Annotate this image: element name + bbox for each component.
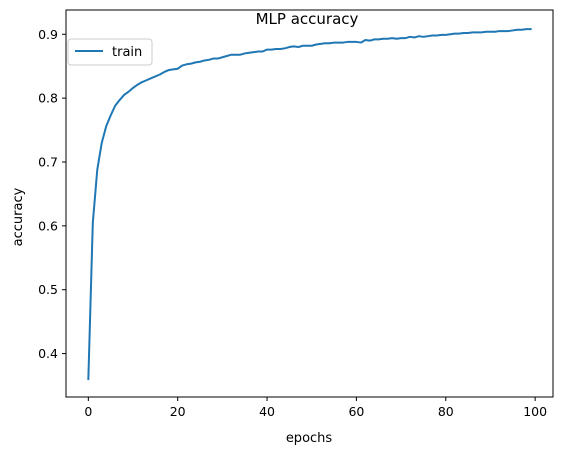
x-tick-label: 0 xyxy=(84,404,92,419)
plot-frame xyxy=(65,9,554,398)
x-tick-label: 20 xyxy=(170,404,186,419)
y-tick-label: 0.4 xyxy=(38,346,58,361)
y-tick-label: 0.8 xyxy=(38,91,58,106)
x-tick-label: 40 xyxy=(259,404,275,419)
x-tick-label: 100 xyxy=(523,404,547,419)
y-tick-label: 0.5 xyxy=(38,282,58,297)
y-tick-label: 0.7 xyxy=(38,154,58,169)
series-line-train xyxy=(87,28,532,381)
y-tick-label: 0.9 xyxy=(38,27,58,42)
chart-title: MLP accuracy xyxy=(256,10,359,28)
y-tick-label: 0.6 xyxy=(38,218,58,233)
x-tick-label: 80 xyxy=(438,404,454,419)
legend-frame xyxy=(67,38,153,66)
legend: train xyxy=(67,38,153,66)
legend-label-train: train xyxy=(112,45,142,60)
x-axis-ticks: 0 20 40 60 80 100 xyxy=(84,397,547,419)
y-axis-ticks: 0.4 0.5 0.6 0.7 0.8 0.9 xyxy=(38,27,66,361)
x-tick-label: 60 xyxy=(348,404,364,419)
plot-layer xyxy=(87,28,532,381)
x-axis-label: epochs xyxy=(286,431,333,446)
y-axis-label: accuracy xyxy=(11,187,26,246)
